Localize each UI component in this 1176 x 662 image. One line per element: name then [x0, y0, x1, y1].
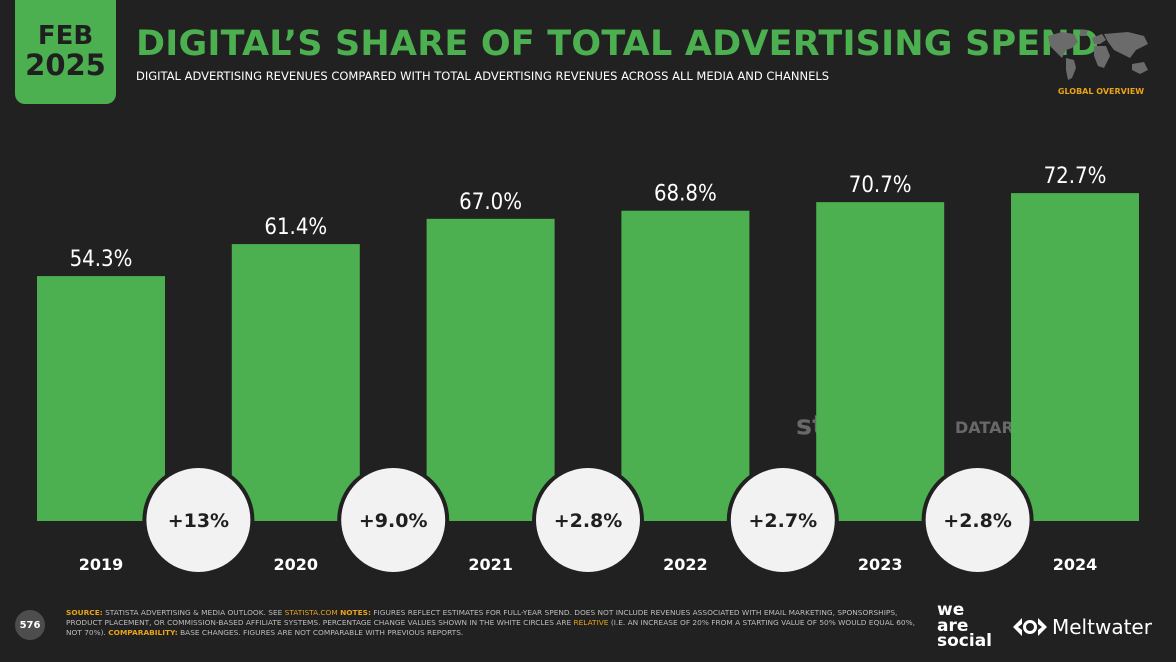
bar-2020 — [231, 244, 360, 521]
world-map-icon — [1048, 30, 1148, 80]
comparability-text: BASE CHANGES. FIGURES ARE NOT COMPARABLE… — [180, 627, 464, 637]
we-are-social-logo: we are social — [937, 600, 993, 652]
change-circle-4 — [730, 468, 835, 572]
change-circle-2 — [341, 468, 446, 572]
value-label-2021: 67.0% — [459, 190, 522, 215]
value-label-2024: 72.7% — [1044, 164, 1107, 189]
bar-2023 — [816, 202, 945, 521]
section-label: GLOBAL OVERVIEW — [1057, 87, 1145, 96]
category-label-2024: 2024 — [1053, 555, 1098, 574]
page-number: 576 — [15, 610, 45, 640]
we-are-social-line-3: social — [937, 631, 993, 652]
change-label-1: +13% — [168, 510, 229, 532]
change-label-5: +2.8% — [943, 510, 1012, 532]
notes-label: NOTES: — [340, 608, 371, 617]
we-are-social-line-1: we — [937, 600, 965, 620]
bar-2022 — [621, 210, 750, 521]
source-label: SOURCE: — [66, 608, 103, 617]
page-title: DIGITAL’S SHARE OF TOTAL ADVERTISING SPE… — [136, 24, 1100, 64]
meltwater-logo-icon — [1013, 618, 1047, 636]
category-label-2022: 2022 — [663, 555, 708, 574]
notes-text-1: FIGURES REFLECT ESTIMATES FOR FULL-YEAR … — [66, 608, 898, 627]
badge-month: FEB — [37, 21, 94, 52]
bar-2024 — [1011, 193, 1139, 522]
category-label-2023: 2023 — [858, 555, 903, 574]
category-label-2020: 2020 — [274, 555, 319, 574]
notes-relative: RELATIVE — [573, 617, 609, 627]
notes-text-2: (I.E. AN INCREASE OF 20% FROM A STARTING… — [66, 617, 916, 637]
value-label-2019: 54.3% — [70, 247, 133, 272]
badge-year: 2025 — [25, 48, 106, 83]
category-label-2019: 2019 — [79, 555, 124, 574]
change-circle-5 — [925, 468, 1030, 572]
footnote: SOURCE: STATISTA ADVERTISING & MEDIA OUT… — [66, 608, 926, 638]
bar-2021 — [426, 218, 555, 521]
bar-2019 — [37, 276, 165, 521]
date-badge: FEB 2025 — [15, 0, 116, 104]
bar-chart: 54.3% 2019 61.4% 2020 67.0% 2021 68.8% 2022 70.7… — [37, 164, 1139, 576]
value-label-2023: 70.7% — [849, 173, 912, 198]
page-subtitle: DIGITAL ADVERTISING REVENUES COMPARED WI… — [136, 69, 830, 83]
change-circle-3 — [536, 468, 640, 572]
category-label-2021: 2021 — [468, 555, 513, 574]
comparability-label: COMPARABILITY: — [108, 627, 178, 637]
source-link[interactable]: STATISTA.COM — [284, 608, 338, 617]
change-label-3: +2.8% — [554, 510, 623, 532]
change-label-2: +9.0% — [359, 510, 428, 532]
source-text: STATISTA ADVERTISING & MEDIA OUTLOOK. SE… — [105, 608, 283, 617]
value-label-2022: 68.8% — [654, 182, 717, 207]
change-circle-1 — [146, 468, 251, 572]
value-label-2020: 61.4% — [264, 215, 327, 240]
meltwater-logo: Meltwater — [1052, 615, 1152, 639]
we-are-social-line-2: are — [937, 615, 969, 636]
change-label-4: +2.7% — [748, 510, 817, 532]
